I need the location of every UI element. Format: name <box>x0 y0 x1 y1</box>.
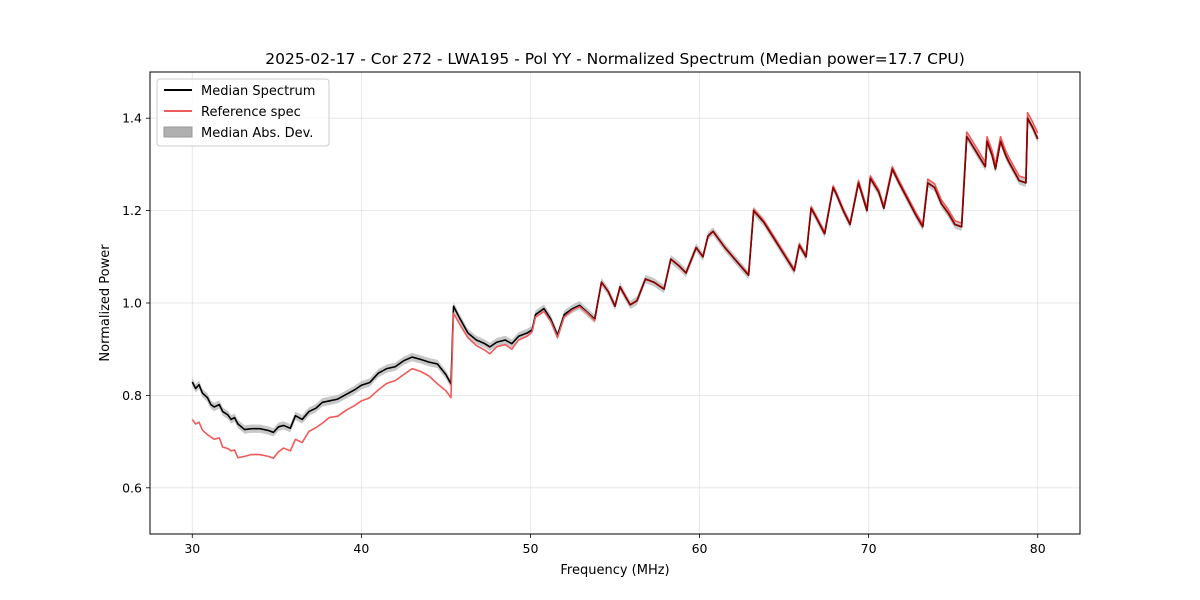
x-tick-label: 40 <box>353 541 369 556</box>
y-tick-label: 1.4 <box>122 111 142 126</box>
y-tick-label: 1.0 <box>122 296 142 311</box>
legend-label-reference: Reference spec <box>201 105 301 120</box>
x-tick-label: 50 <box>523 541 539 556</box>
y-tick-label: 1.2 <box>122 203 142 218</box>
series <box>191 111 1039 460</box>
legend-label-mad: Median Abs. Dev. <box>201 126 313 141</box>
x-tick-label: 80 <box>1030 541 1046 556</box>
legend-label-median: Median Spectrum <box>201 84 315 99</box>
x-tick-label: 70 <box>861 541 877 556</box>
legend-box <box>156 78 330 147</box>
overlap-line <box>593 117 1039 320</box>
x-axis-label: Frequency (MHz) <box>560 563 669 578</box>
y-axis-label: Normalized Power <box>98 244 113 362</box>
y-tick-label: 0.8 <box>122 388 142 403</box>
legend: Median Spectrum Reference spec Median Ab… <box>156 78 330 147</box>
x-tick-label: 30 <box>184 541 200 556</box>
chart-title: 2025-02-17 - Cor 272 - LWA195 - Pol YY -… <box>265 50 965 68</box>
y-tick-label: 0.6 <box>122 480 142 495</box>
legend-swatch-mad <box>163 126 193 138</box>
ticks: 30 40 50 60 70 80 0.6 0.8 1.0 1.2 1.4 <box>122 111 1046 556</box>
x-tick-label: 60 <box>692 541 708 556</box>
